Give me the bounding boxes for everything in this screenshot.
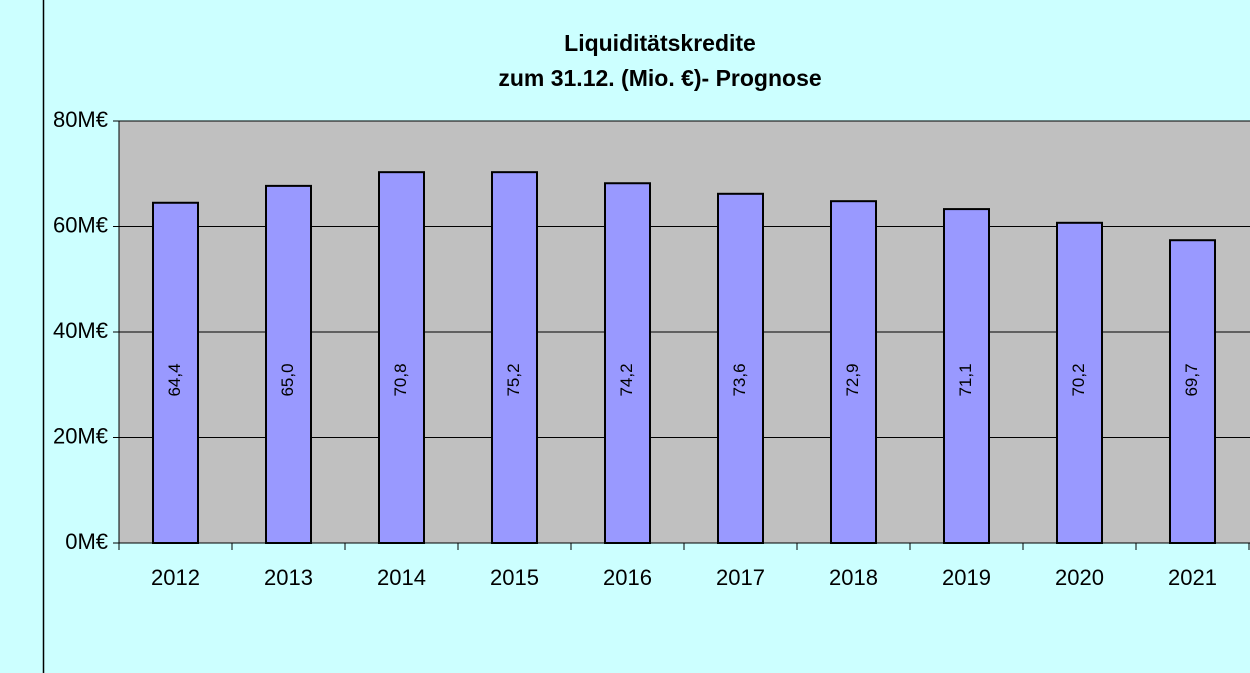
chart-title: Liquiditätskredite [564, 30, 756, 56]
x-tick-label: 2012 [151, 565, 200, 590]
bar-label: 70,2 [1069, 363, 1088, 396]
y-tick-label: 60M€ [53, 212, 108, 237]
bar-label: 73,6 [730, 363, 749, 396]
bar [265, 184, 312, 544]
bar [378, 171, 425, 544]
bar [830, 200, 877, 544]
bar-label: 65,0 [278, 363, 297, 396]
bar [491, 171, 538, 544]
bar-label: 72,9 [843, 363, 862, 396]
x-tick-label: 2018 [829, 565, 878, 590]
chart-subtitle: zum 31.12. (Mio. €)- Prognose [498, 65, 821, 91]
bar-label: 71,1 [956, 363, 975, 396]
x-tick-label: 2021 [1168, 565, 1217, 590]
bar-label: 75,2 [504, 363, 523, 396]
bar-label: 70,8 [391, 363, 410, 396]
bar [943, 208, 990, 544]
y-tick-label: 40M€ [53, 318, 108, 343]
bar-label: 74,2 [617, 363, 636, 396]
x-tick-label: 2020 [1055, 565, 1104, 590]
bar [152, 201, 199, 544]
x-tick-label: 2014 [377, 565, 426, 590]
x-tick-label: 2013 [264, 565, 313, 590]
bar-label: 64,4 [165, 363, 184, 396]
bar [1056, 221, 1103, 544]
bar [1169, 239, 1216, 544]
x-tick-label: 2017 [716, 565, 765, 590]
bar [604, 182, 651, 544]
bar [717, 192, 764, 544]
y-tick-label: 0M€ [65, 529, 108, 554]
x-tick-label: 2019 [942, 565, 991, 590]
bar-label: 69,7 [1182, 363, 1201, 396]
x-tick-label: 2016 [603, 565, 652, 590]
x-tick-label: 2015 [490, 565, 539, 590]
y-tick-label: 80M€ [53, 107, 108, 132]
y-tick-label: 20M€ [53, 423, 108, 448]
